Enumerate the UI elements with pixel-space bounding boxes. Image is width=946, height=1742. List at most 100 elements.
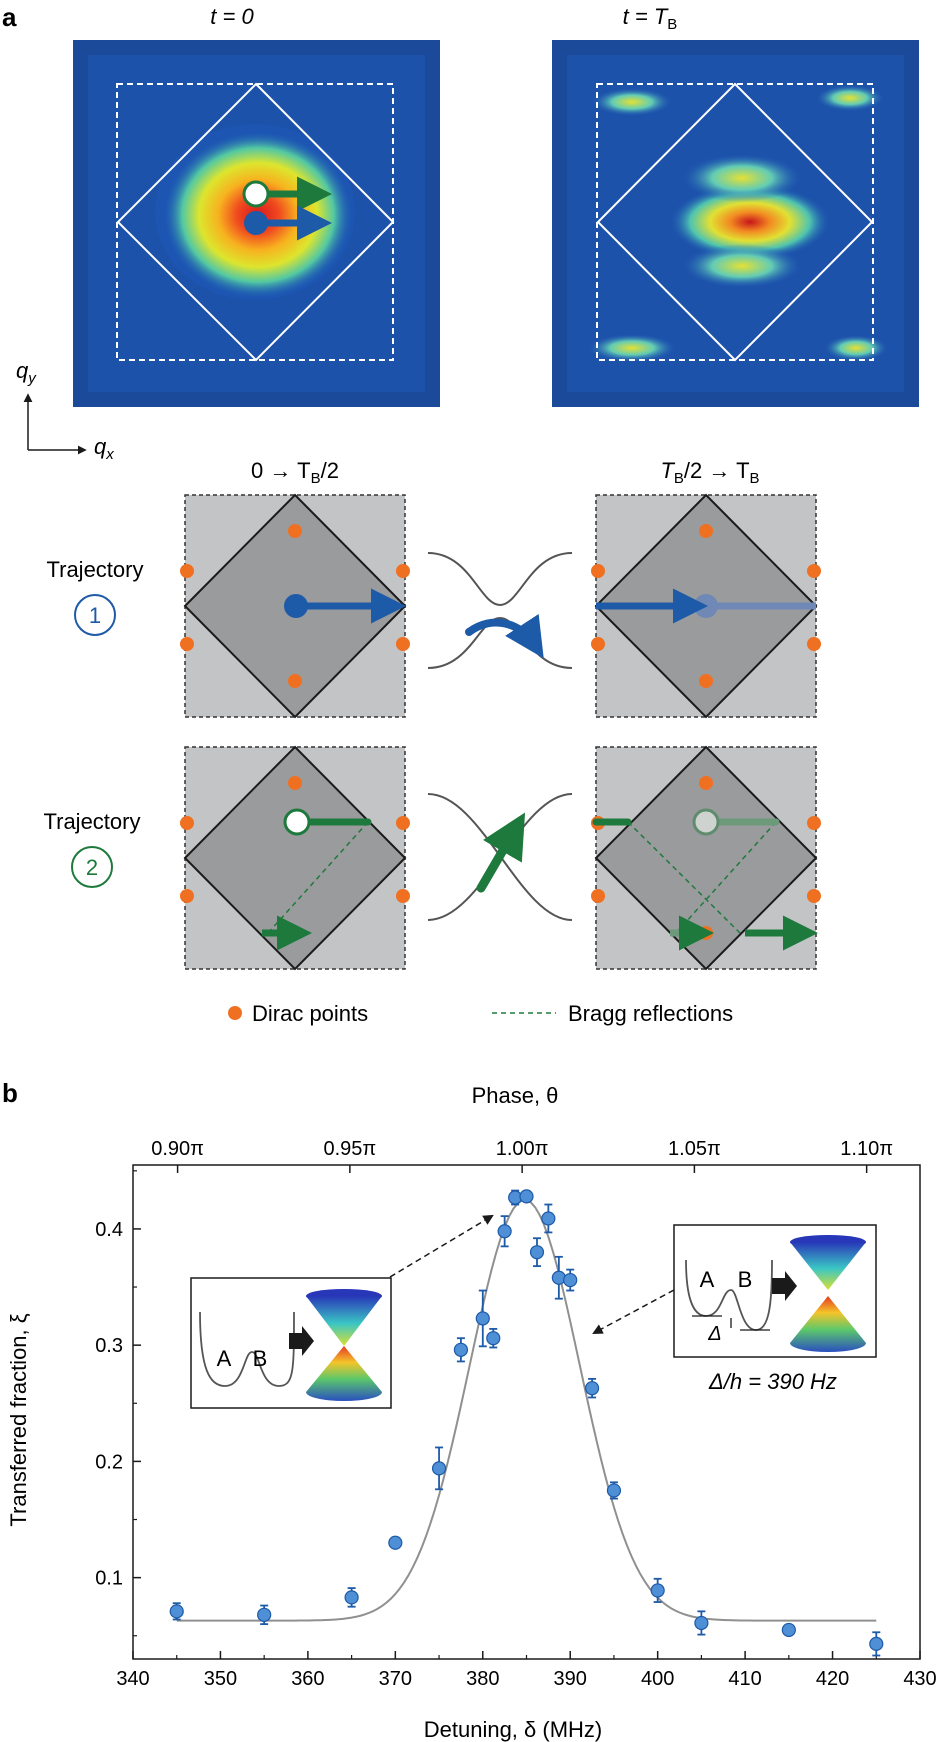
image-right-title-sub: B	[667, 16, 677, 33]
data-point	[551, 1270, 566, 1285]
axis-qx-label: qx	[94, 434, 114, 463]
dirac-point	[396, 637, 410, 651]
column-right-title: TB/2 → TB	[660, 458, 759, 487]
data-point	[431, 1461, 447, 1476]
axis-qy-sub: y	[27, 370, 37, 387]
x-tick-label: 390	[554, 1668, 587, 1690]
dirac-point	[807, 637, 821, 651]
x-tick-label: 340	[116, 1668, 149, 1690]
data-point	[344, 1590, 359, 1605]
left-axis-title: Transferred fraction, ξ	[6, 1313, 31, 1526]
data-point	[257, 1607, 272, 1622]
image-right-title-main: t = T	[623, 4, 669, 29]
inset-left: A B	[190, 1277, 392, 1409]
plot-area: 340 350 360 370 380 390 400 410 420 430 0.90π 0.95…	[95, 1138, 937, 1690]
trajectory-1-number: 1	[89, 603, 101, 628]
inset-right-a: A	[700, 1267, 715, 1292]
dirac-point	[180, 816, 194, 830]
annotation-delta-h: Δ/h = 390 Hz	[708, 1369, 837, 1394]
bottom-axis-title: Detuning, δ (MHz)	[424, 1717, 603, 1742]
column-left-title-sub: B	[311, 470, 321, 487]
top-tick-label: 1.05π	[668, 1138, 721, 1160]
inset-right-b: B	[738, 1267, 753, 1292]
annotation-arrow-right	[592, 1289, 675, 1334]
axis-qx-sub: x	[105, 446, 114, 463]
y-tick-label: 0.2	[95, 1451, 123, 1473]
trajectory-2-number: 2	[86, 855, 98, 880]
dirac-point	[180, 637, 194, 651]
x-tick-label: 420	[816, 1668, 849, 1690]
top-axis-title: Phase, θ	[472, 1083, 559, 1108]
top-tick-label: 0.90π	[151, 1138, 204, 1160]
dirac-point	[699, 926, 713, 940]
dirac-point	[288, 524, 302, 538]
column-right-title-sub2: B	[750, 470, 760, 487]
x-tick-label: 360	[291, 1668, 324, 1690]
data-point	[475, 1311, 490, 1326]
column-right-title-mid: /2 → T	[684, 458, 750, 483]
column-left-title-main: 0 → T	[251, 458, 311, 483]
data-point	[563, 1272, 578, 1288]
zone-traj1-second-half	[591, 493, 821, 719]
dirac-point	[699, 524, 713, 538]
inset-right-arrow-icon	[772, 1271, 797, 1301]
legend-dirac-icon	[228, 1006, 242, 1020]
dirac-point	[591, 889, 605, 903]
x-tick-label: 380	[466, 1668, 499, 1690]
annotation-arrow-left	[389, 1214, 494, 1278]
x-tick-label: 430	[903, 1668, 936, 1690]
legend-bragg-label: Bragg reflections	[568, 1001, 733, 1026]
inset-left-a: A	[217, 1346, 232, 1371]
data-point	[606, 1483, 622, 1498]
y-tick-label: 0.4	[95, 1219, 123, 1241]
data-point	[541, 1211, 556, 1226]
dirac-point	[807, 564, 821, 578]
inset-left-b: B	[253, 1346, 268, 1371]
image-left-title: t = 0	[210, 4, 254, 29]
zone-traj2-second-half	[591, 745, 821, 971]
dirac-point	[396, 889, 410, 903]
dirac-point	[591, 564, 605, 578]
column-right-title-sub: B	[674, 470, 684, 487]
data-point	[388, 1535, 403, 1550]
absorption-image-right	[552, 40, 919, 407]
trajectory-2-label: Trajectory	[44, 809, 141, 834]
trajectory-2-badge	[71, 846, 113, 888]
data-point	[486, 1331, 501, 1346]
data-point	[497, 1224, 512, 1239]
dirac-point	[396, 816, 410, 830]
dirac-point	[807, 889, 821, 903]
image-right-title: t = TB	[623, 4, 678, 33]
y-tick-label: 0.1	[95, 1568, 123, 1590]
absorption-image-left	[73, 40, 440, 407]
bottom-ticks: 340 350 360 370 380 390 400 410 420 430	[116, 1651, 937, 1690]
data-point	[529, 1245, 545, 1260]
top-tick-label: 0.95π	[323, 1138, 376, 1160]
x-tick-label: 350	[204, 1668, 237, 1690]
dirac-point	[396, 564, 410, 578]
inset-right: A B Δ	[673, 1224, 877, 1358]
axis-qy-main: q	[16, 358, 29, 383]
trajectory-1-label: Trajectory	[47, 557, 144, 582]
legend-dirac-label: Dirac points	[252, 1001, 368, 1026]
zone-traj2-first-half	[180, 745, 410, 971]
panel-a-letter: a	[2, 2, 17, 32]
band-diagram-2	[427, 793, 573, 921]
data-point	[869, 1636, 884, 1651]
top-tick-label: 1.10π	[840, 1138, 893, 1160]
panel-b-letter: b	[2, 1078, 18, 1108]
column-left-title-end: /2	[321, 458, 339, 483]
inset-left-arrow-icon	[289, 1326, 314, 1356]
dirac-point	[288, 776, 302, 790]
data-point	[453, 1342, 469, 1357]
left-ticks: 0.1 0.2 0.3 0.4	[95, 1170, 141, 1637]
top-tick-label: 1.00π	[496, 1138, 549, 1160]
trajectory-1-badge	[74, 594, 116, 636]
dirac-point	[180, 889, 194, 903]
axis-qy-label: qy	[16, 358, 37, 387]
q-axes: qy qx	[16, 358, 114, 463]
x-tick-label: 410	[728, 1668, 761, 1690]
top-ticks: 0.90π 0.95π 1.00π 1.05π 1.10π	[151, 1138, 893, 1173]
data-point	[169, 1604, 184, 1619]
